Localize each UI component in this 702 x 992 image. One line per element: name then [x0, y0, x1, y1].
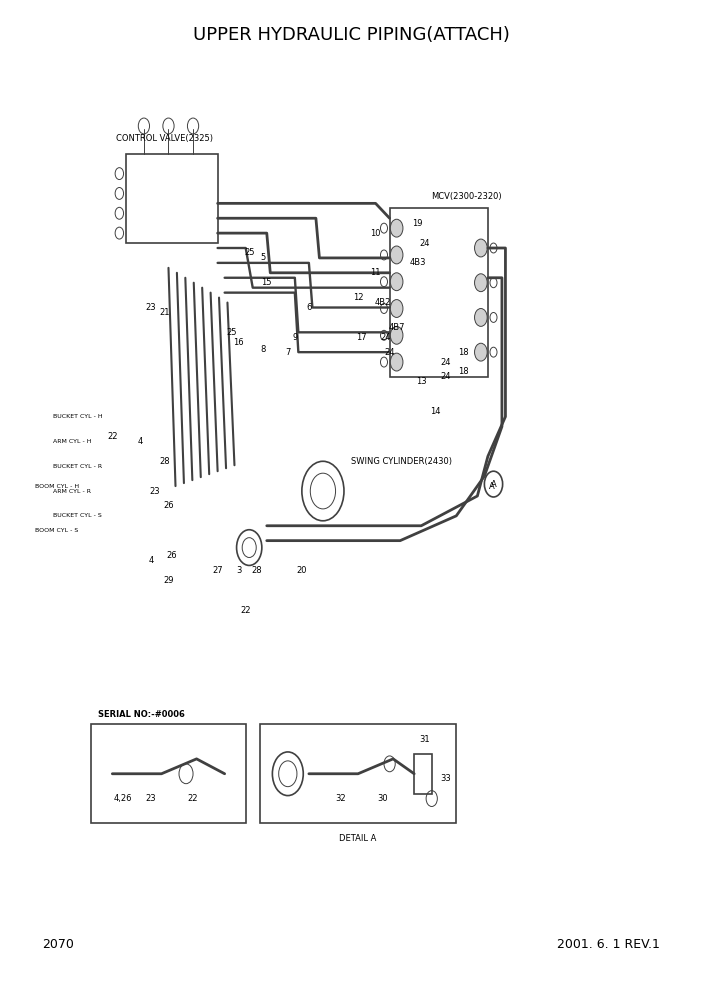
Text: 8: 8	[260, 344, 266, 354]
Text: SERIAL NO:-#0006: SERIAL NO:-#0006	[98, 709, 185, 719]
Text: 18: 18	[458, 347, 469, 357]
Text: 24: 24	[381, 332, 391, 342]
Text: MCV(2300-2320): MCV(2300-2320)	[432, 191, 502, 201]
Text: 7: 7	[285, 347, 291, 357]
Text: 22: 22	[107, 432, 117, 441]
Text: 25: 25	[227, 327, 237, 337]
Text: 4: 4	[148, 556, 154, 565]
Text: BUCKET CYL - R: BUCKET CYL - R	[53, 463, 102, 469]
Text: 19: 19	[413, 218, 423, 228]
Text: 14: 14	[430, 407, 440, 417]
Text: 22: 22	[241, 605, 251, 615]
Text: 10: 10	[371, 228, 380, 238]
Text: 4B3: 4B3	[409, 258, 426, 268]
Text: 32: 32	[335, 794, 346, 804]
Text: 3: 3	[236, 565, 241, 575]
Text: BOOM CYL - S: BOOM CYL - S	[35, 528, 79, 534]
Text: SWING CYLINDER(2430): SWING CYLINDER(2430)	[351, 456, 452, 466]
Text: A: A	[491, 479, 496, 489]
Text: 24: 24	[441, 357, 451, 367]
Text: 6: 6	[306, 303, 312, 312]
Circle shape	[390, 219, 403, 237]
Text: 23: 23	[149, 486, 160, 496]
Text: DETAIL A: DETAIL A	[339, 833, 377, 843]
Text: 27: 27	[212, 565, 223, 575]
Bar	[414, 754, 432, 794]
Text: 24: 24	[420, 238, 430, 248]
Circle shape	[475, 274, 487, 292]
Circle shape	[390, 326, 403, 344]
Circle shape	[390, 246, 403, 264]
Text: 4: 4	[138, 436, 143, 446]
Text: 25: 25	[244, 248, 254, 258]
Text: 24: 24	[441, 372, 451, 382]
Text: 23: 23	[145, 794, 157, 804]
Text: BUCKET CYL - H: BUCKET CYL - H	[53, 414, 102, 420]
Text: ARM CYL - H: ARM CYL - H	[53, 438, 91, 444]
Text: UPPER HYDRAULIC PIPING(ATTACH): UPPER HYDRAULIC PIPING(ATTACH)	[192, 26, 510, 44]
Text: 29: 29	[164, 575, 173, 585]
Text: 28: 28	[159, 456, 171, 466]
Bar	[390, 208, 488, 377]
Text: BOOM CYL - H: BOOM CYL - H	[35, 483, 79, 489]
Text: 11: 11	[371, 268, 380, 278]
Bar	[126, 154, 218, 243]
Text: 16: 16	[233, 337, 244, 347]
Text: 12: 12	[353, 293, 363, 303]
Text: 9: 9	[292, 332, 298, 342]
Text: 24: 24	[385, 347, 395, 357]
Text: 5: 5	[260, 253, 266, 263]
Circle shape	[475, 309, 487, 326]
Circle shape	[475, 239, 487, 257]
Text: 26: 26	[166, 551, 178, 560]
Text: 2070: 2070	[42, 937, 74, 951]
Circle shape	[390, 300, 403, 317]
Text: 20: 20	[297, 565, 307, 575]
Text: 33: 33	[440, 774, 451, 784]
Text: 31: 31	[419, 734, 430, 744]
Circle shape	[475, 343, 487, 361]
Circle shape	[390, 353, 403, 371]
Text: 4B2: 4B2	[374, 298, 391, 308]
Bar	[91, 724, 246, 823]
Text: 22: 22	[188, 794, 198, 804]
Text: 23: 23	[145, 303, 157, 312]
Text: 2001. 6. 1 REV.1: 2001. 6. 1 REV.1	[557, 937, 660, 951]
Text: BUCKET CYL - S: BUCKET CYL - S	[53, 513, 101, 519]
Text: 28: 28	[251, 565, 262, 575]
Text: A: A	[489, 481, 494, 491]
Text: 30: 30	[377, 794, 388, 804]
Bar	[260, 724, 456, 823]
Text: 26: 26	[163, 501, 174, 511]
Text: 17: 17	[356, 332, 367, 342]
Text: 4,26: 4,26	[114, 794, 132, 804]
Text: 18: 18	[458, 367, 469, 377]
Text: 4B7: 4B7	[388, 322, 405, 332]
Text: ARM CYL - R: ARM CYL - R	[53, 488, 91, 494]
Circle shape	[390, 273, 403, 291]
Text: 13: 13	[416, 377, 427, 387]
Text: 15: 15	[262, 278, 272, 288]
Text: CONTROL VALVE(2325): CONTROL VALVE(2325)	[117, 134, 213, 144]
Text: 21: 21	[160, 308, 170, 317]
